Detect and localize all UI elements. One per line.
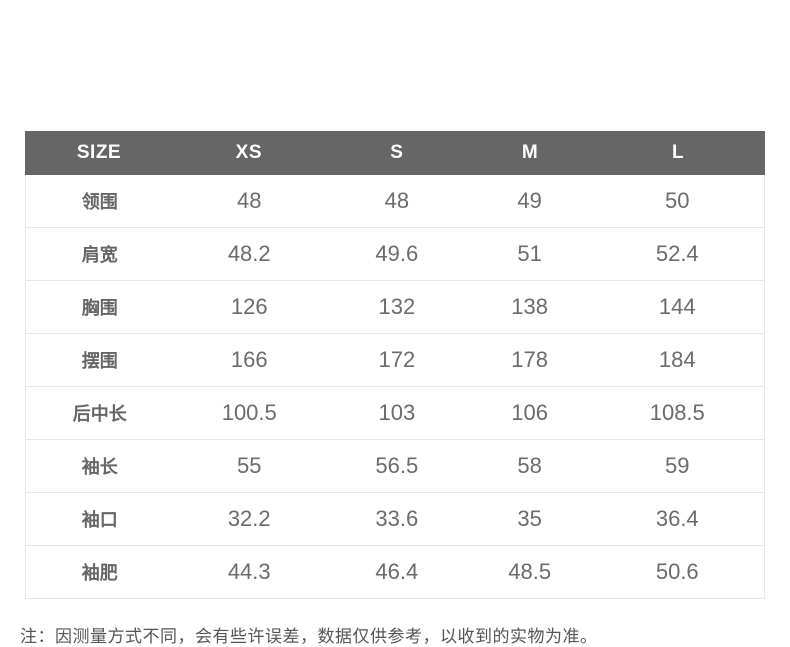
table-row: 袖肥 44.3 46.4 48.5 50.6 xyxy=(25,546,765,599)
row-label: 摆围 xyxy=(81,351,118,371)
cell-value: 126 xyxy=(230,294,268,319)
row-label: 胸围 xyxy=(81,298,118,318)
cell-value: 166 xyxy=(230,347,268,372)
cell-value: 106 xyxy=(511,400,549,425)
cell-value: 48 xyxy=(236,188,262,213)
cell-value: 52.4 xyxy=(655,241,699,266)
cell-value: 55 xyxy=(236,453,262,478)
cell-value: 48.5 xyxy=(508,559,552,584)
header-cell-m: M xyxy=(521,142,539,163)
row-label: 袖长 xyxy=(81,457,118,477)
header-cell-l: L xyxy=(671,142,685,163)
cell-value: 49.6 xyxy=(375,241,419,266)
table-row: 后中长 100.5 103 106 108.5 xyxy=(25,387,765,440)
cell-value: 138 xyxy=(511,294,549,319)
cell-value: 184 xyxy=(658,347,696,372)
row-label: 肩宽 xyxy=(81,245,118,265)
cell-value: 59 xyxy=(665,453,690,478)
cell-value: 50 xyxy=(665,188,690,213)
header-cell-s: S xyxy=(390,142,404,163)
note-text: 注：因测量方式不同，会有些许误差，数据仅供参考，以收到的实物为准。 xyxy=(20,627,598,646)
cell-value: 144 xyxy=(658,294,696,319)
table-row: 肩宽 48.2 49.6 51 52.4 xyxy=(25,228,765,281)
table-row: 领围 48 48 49 50 xyxy=(25,175,765,228)
cell-value: 103 xyxy=(378,400,416,425)
cell-value: 36.4 xyxy=(655,506,699,531)
row-label: 袖口 xyxy=(81,510,118,530)
table-row: 袖长 55 56.5 58 59 xyxy=(25,440,765,493)
table-header-row: SIZE XS S M L xyxy=(25,131,765,175)
cell-value: 108.5 xyxy=(649,400,705,425)
cell-value: 100.5 xyxy=(221,400,277,425)
cell-value: 56.5 xyxy=(375,453,419,478)
cell-value: 58 xyxy=(517,453,542,478)
header-cell-size: SIZE xyxy=(76,142,122,163)
cell-value: 48.2 xyxy=(227,241,271,266)
cell-value: 132 xyxy=(378,294,416,319)
table-row: 胸围 126 132 138 144 xyxy=(25,281,765,334)
cell-value: 32.2 xyxy=(227,506,271,531)
cell-value: 49 xyxy=(517,188,542,213)
cell-value: 33.6 xyxy=(375,506,419,531)
cell-value: 48 xyxy=(384,188,410,213)
cell-value: 35 xyxy=(517,506,542,531)
table-row: 摆围 166 172 178 184 xyxy=(25,334,765,387)
cell-value: 51 xyxy=(517,241,542,266)
cell-value: 46.4 xyxy=(375,559,419,584)
cell-value: 44.3 xyxy=(227,559,271,584)
header-cell-xs: XS xyxy=(235,142,263,163)
table-row: 袖口 32.2 33.6 35 36.4 xyxy=(25,493,765,546)
size-chart-table: SIZE XS S M L 领围 48 48 49 50 肩宽 48.2 49.… xyxy=(25,131,765,599)
row-label: 袖肥 xyxy=(81,563,118,583)
row-label: 后中长 xyxy=(72,404,127,424)
row-label: 领围 xyxy=(81,192,118,212)
cell-value: 50.6 xyxy=(655,559,699,584)
cell-value: 172 xyxy=(378,347,416,372)
cell-value: 178 xyxy=(511,347,549,372)
